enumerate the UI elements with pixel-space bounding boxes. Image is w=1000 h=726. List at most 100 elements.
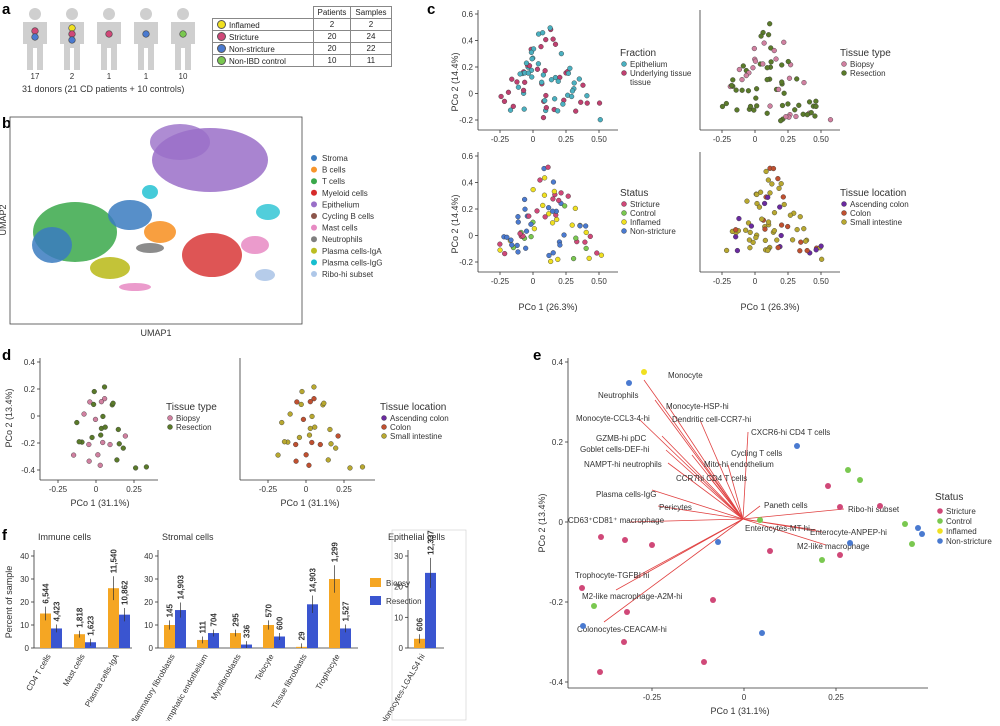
data-point xyxy=(102,424,108,430)
data-point xyxy=(813,98,819,104)
data-point xyxy=(744,198,750,204)
y-tick-label: 0.2 xyxy=(24,385,36,394)
legend-marker xyxy=(621,61,627,67)
data-point xyxy=(298,401,304,408)
data-point xyxy=(736,66,742,73)
data-point xyxy=(542,68,548,74)
y-tick-label: 0.4 xyxy=(24,358,36,367)
data-point xyxy=(781,39,787,45)
panel-e-biplot: 0.4 0.2 0 -0.2 -0.4 -0.25 0 0.25 PCo 2 (13.4%) PC… xyxy=(537,358,992,716)
y-tick-label: 0.4 xyxy=(552,358,564,367)
y-tick-label: 0 xyxy=(31,412,36,421)
data-point xyxy=(528,49,535,55)
x-tick-label: 0.25 xyxy=(336,485,352,494)
data-point xyxy=(773,56,779,62)
row-patients: 2 xyxy=(312,18,352,31)
bar-ylabel: Percent of sample xyxy=(4,566,14,639)
biplot-legend-title: Status xyxy=(935,492,963,503)
legend-title: Tissue location xyxy=(380,402,446,413)
data-point xyxy=(538,44,544,50)
data-point xyxy=(797,248,803,254)
data-point xyxy=(919,531,925,537)
legend-marker xyxy=(167,424,173,430)
y-tick-label: 20 xyxy=(20,598,29,607)
data-point xyxy=(557,242,563,248)
legend-item: Non-stricture xyxy=(630,227,676,236)
biplot-legend-item: Non-stricture xyxy=(946,537,992,546)
cluster-mast xyxy=(241,236,269,254)
loading-arrow xyxy=(665,449,744,520)
data-point xyxy=(775,86,782,93)
y-tick-label: -0.2 xyxy=(21,439,35,448)
data-point xyxy=(794,226,800,233)
data-point xyxy=(497,241,503,247)
data-point xyxy=(548,258,554,265)
sample-table: Patients Samples Inflamed 2 2 Stricture 20 24… xyxy=(212,6,392,67)
data-point xyxy=(730,77,736,83)
person-body-icon xyxy=(60,22,84,70)
data-point xyxy=(794,76,800,82)
data-point xyxy=(520,87,527,93)
data-point xyxy=(837,504,843,510)
data-point xyxy=(798,239,804,245)
data-point xyxy=(837,552,843,558)
data-point xyxy=(781,90,787,96)
data-point xyxy=(542,98,548,104)
data-point xyxy=(97,462,103,468)
data-point xyxy=(515,84,522,90)
person-body-icon xyxy=(134,22,158,70)
data-point xyxy=(546,252,552,259)
data-point xyxy=(86,458,92,464)
data-point xyxy=(541,192,548,198)
bar-count-label: 600 xyxy=(276,616,285,630)
data-point xyxy=(555,108,561,114)
data-point xyxy=(560,101,566,107)
panel-letter-f: f xyxy=(2,527,8,544)
row-label: Inflamed xyxy=(229,20,260,30)
data-point xyxy=(779,62,785,68)
legend-item: Small intestine xyxy=(850,218,903,227)
legend-marker xyxy=(937,508,943,514)
bar-count-label: 10,862 xyxy=(121,580,130,605)
bar-resection xyxy=(208,633,219,648)
row-patients: 10 xyxy=(312,54,352,67)
data-point xyxy=(523,228,530,234)
data-point xyxy=(767,190,773,196)
data-point xyxy=(555,78,561,84)
table-row: Non-IBD control 10 11 xyxy=(212,54,392,67)
table-row: Stricture 20 24 xyxy=(212,30,392,43)
table-row: Inflamed 2 2 xyxy=(212,18,392,31)
data-point xyxy=(776,185,782,191)
data-point xyxy=(325,457,331,463)
loading-arrow xyxy=(709,477,744,520)
data-point xyxy=(359,464,366,470)
category-label: Trophocyte xyxy=(314,652,342,691)
loading-label: Goblet cells-DEF-hi xyxy=(580,445,650,454)
bar-count-label: 11,540 xyxy=(110,549,119,574)
data-point xyxy=(523,60,530,66)
data-point xyxy=(76,439,82,445)
data-point xyxy=(778,118,784,124)
person-head-icon xyxy=(140,8,152,20)
biplot-legend-item: Inflamed xyxy=(946,527,977,536)
data-point xyxy=(540,114,547,121)
data-point xyxy=(580,623,586,629)
data-point xyxy=(306,462,312,468)
data-point xyxy=(287,411,293,417)
data-point xyxy=(561,232,567,238)
loading-label: Enterocyte-ANPEP-hi xyxy=(810,528,887,537)
y-tick-label: 30 xyxy=(144,575,153,584)
umap-legend-item: Epithelium xyxy=(322,200,360,209)
loading-label: Paneth cells xyxy=(764,501,808,510)
data-point xyxy=(529,56,535,62)
legend-marker xyxy=(311,247,317,254)
umap-legend-item: Ribo-hi subset xyxy=(322,270,374,279)
data-point xyxy=(796,102,802,108)
data-point xyxy=(317,441,323,448)
data-point xyxy=(756,204,763,210)
data-point xyxy=(794,443,800,449)
cluster-b-cells xyxy=(144,221,176,243)
data-point xyxy=(759,216,765,222)
